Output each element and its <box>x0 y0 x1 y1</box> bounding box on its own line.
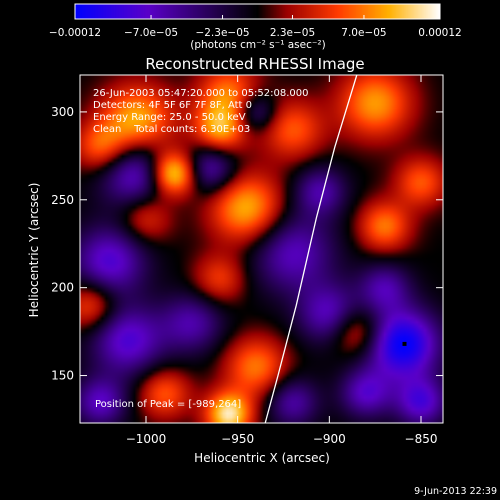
y-tick-label: 250 <box>51 193 74 207</box>
info-line-clean: Clean Total counts: 6.30E+03 <box>93 124 250 135</box>
colorbar-gradient <box>75 4 440 19</box>
x-tick-label: −850 <box>405 432 438 446</box>
info-line-detectors: Detectors: 4F 5F 6F 7F 8F, Att 0 <box>93 100 252 111</box>
colorbar-tick-label: −7.0e−05 <box>124 27 178 39</box>
info-line-energy: Energy Range: 25.0 - 50.0 keV <box>93 112 246 123</box>
y-tick-label: 200 <box>51 281 74 295</box>
x-axis-ticks: −1000 −950 −900 −850 <box>126 75 438 446</box>
footer-date: 9-Jun-2013 22:39 <box>414 486 497 497</box>
plot-frame <box>79 74 444 424</box>
x-tick-label: −1000 <box>126 432 167 446</box>
colorbar-tick-label: −0.00012 <box>49 27 101 39</box>
colorbar: −0.00012 −7.0e−05 −2.3e−05 2.3e−05 7.0e−05 0.… <box>49 3 462 51</box>
peak-position-label: Position of Peak = [-989,264] <box>95 399 241 410</box>
colorbar-tick-label: 0.00012 <box>418 27 461 39</box>
y-axis-label: Heliocentric Y (arcsec) <box>27 183 41 318</box>
info-line-time: 26-Jun-2003 05:47:20.000 to 05:52:08.000 <box>93 88 309 99</box>
x-tick-label: −950 <box>221 432 254 446</box>
y-tick-label: 300 <box>51 105 74 119</box>
chart-title: Reconstructed RHESSI Image <box>145 55 364 73</box>
heatmap-image <box>80 75 443 423</box>
colorbar-ticks: −0.00012 −7.0e−05 −2.3e−05 2.3e−05 7.0e−05 0.… <box>49 15 462 39</box>
x-axis-label: Heliocentric X (arcsec) <box>194 451 330 465</box>
colorbar-tick-label: 2.3e−05 <box>270 27 315 39</box>
info-text: 26-Jun-2003 05:47:20.000 to 05:52:08.000… <box>93 88 309 135</box>
colorbar-tick-label: 7.0e−05 <box>341 27 386 39</box>
colorbar-frame <box>74 3 441 20</box>
y-tick-label: 150 <box>51 369 74 383</box>
x-tick-label: −900 <box>313 432 346 446</box>
colorbar-tick-label: −2.3e−05 <box>195 27 249 39</box>
y-axis-ticks: 150 200 250 300 <box>51 105 443 383</box>
plot-area: 26-Jun-2003 05:47:20.000 to 05:52:08.000… <box>79 74 444 424</box>
colorbar-units-label: (photons cm⁻² s⁻¹ asec⁻²) <box>190 39 325 51</box>
solar-limb-line <box>264 75 358 423</box>
peak-marker <box>402 341 407 346</box>
